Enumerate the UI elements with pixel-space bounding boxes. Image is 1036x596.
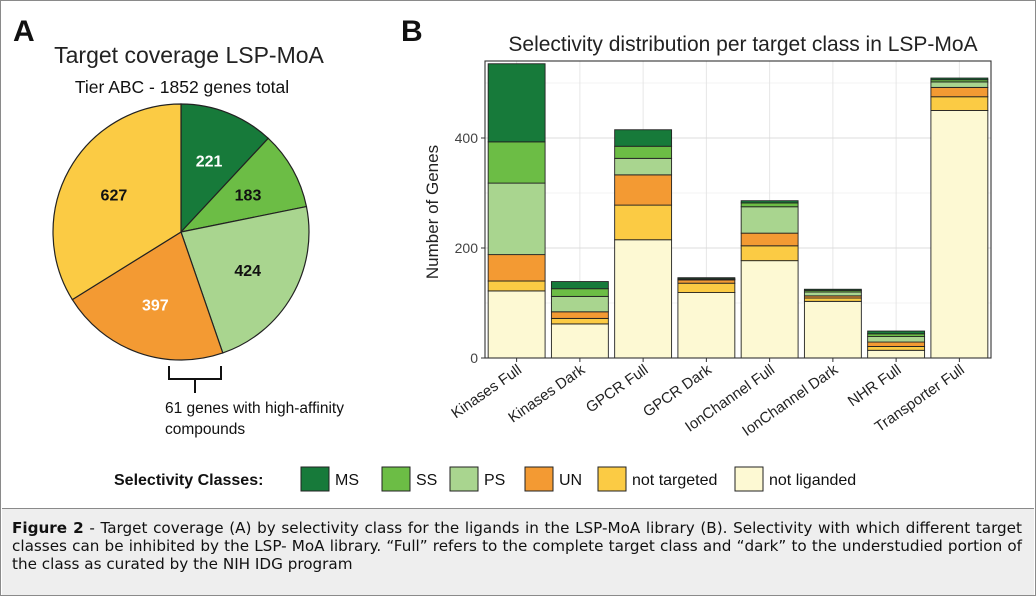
annotation-bracket xyxy=(168,366,222,380)
annotation-text-line1: 61 genes with high-affinity xyxy=(165,400,344,417)
caption-label: Figure 2 xyxy=(12,519,84,537)
bar-segment-not-liganded xyxy=(803,300,862,359)
caption-box: Figure 2 - Target coverage (A) by select… xyxy=(2,508,1034,595)
pie-slice-PS xyxy=(180,205,310,354)
pie-slice-SS xyxy=(179,137,308,233)
bar-segment-MS xyxy=(487,63,546,143)
bar-segment-not-liganded xyxy=(677,292,736,359)
bar-segment-PS xyxy=(740,206,799,234)
bar-segment-not-liganded xyxy=(740,260,799,359)
bar-segment-PS xyxy=(487,182,546,256)
bar-segment-MS xyxy=(550,281,609,290)
bar-segment-UN xyxy=(740,232,799,247)
bar-segment-UN xyxy=(614,174,673,206)
legend-swatch-MS xyxy=(300,466,330,492)
bar-chart-y-axis-label: Number of Genes xyxy=(423,145,442,279)
pie-slice-label: 627 xyxy=(101,188,128,205)
pie-slice-UN xyxy=(71,231,224,361)
bar-segment-SS xyxy=(550,288,609,297)
bar-segment-not-targeted xyxy=(740,245,799,262)
legend-label: not targeted xyxy=(632,472,717,489)
bar-segment-not-liganded xyxy=(867,349,926,359)
bar-segment-SS xyxy=(614,145,673,159)
pie-title: Target coverage LSP-MoA xyxy=(54,42,324,68)
legend-swatch-UN xyxy=(524,466,554,492)
bar-segment-not-liganded xyxy=(614,239,673,359)
legend-swatch-not-targeted xyxy=(597,466,627,492)
bar-segment-PS xyxy=(867,336,926,343)
plot-border xyxy=(484,60,992,359)
annotation-text-line2: compounds xyxy=(165,421,245,438)
pie-slice-label: 397 xyxy=(142,297,169,314)
bar-segment-MS xyxy=(677,277,736,280)
pie-slice-not-targeted xyxy=(52,103,182,301)
pie-slice-label: 221 xyxy=(196,154,223,171)
bar-segment-not-targeted xyxy=(867,346,926,351)
pie-subtitle: Tier ABC - 1852 genes total xyxy=(75,77,289,97)
pie-slice-label: 424 xyxy=(234,263,261,280)
panel-a-letter: A xyxy=(13,15,35,48)
legend-label: MS xyxy=(335,472,359,489)
bar-segment-PS xyxy=(803,291,862,297)
bar-segment-UN xyxy=(487,254,546,282)
bar-segment-SS xyxy=(487,141,546,184)
bar-segment-not-liganded xyxy=(487,290,546,359)
legend-swatch-not-liganded xyxy=(734,466,764,492)
bar-segment-MS xyxy=(930,77,989,81)
bar-segment-SS xyxy=(740,202,799,208)
legend-swatch-PS xyxy=(449,466,479,492)
pie-chart: 221 183 424 397 627 xyxy=(52,103,310,361)
bar-segment-UN xyxy=(550,311,609,319)
bar-segment-not-liganded xyxy=(550,323,609,359)
legend-label: UN xyxy=(559,472,582,489)
bar-segment-PS xyxy=(930,81,989,88)
bar-segment-MS xyxy=(614,129,673,147)
y-tick-label: 0 xyxy=(470,350,478,366)
panel-b-letter: B xyxy=(401,15,423,48)
bar-segment-not-targeted xyxy=(550,317,609,325)
bar-segment-UN xyxy=(677,279,736,284)
bar-segment-not-targeted xyxy=(930,96,989,111)
bar-segment-not-targeted xyxy=(487,280,546,292)
pie-slice-MS xyxy=(180,103,270,234)
bar-segment-not-liganded xyxy=(930,110,989,359)
figure-caption: Figure 2 - Target coverage (A) by select… xyxy=(12,519,1022,573)
legend-label: PS xyxy=(484,472,505,489)
legend-swatch-SS xyxy=(381,466,411,492)
bar-segment-not-targeted xyxy=(677,282,736,294)
y-tick-label: 400 xyxy=(455,130,479,146)
bar-segment-PS xyxy=(614,157,673,176)
pie-slice-label: 183 xyxy=(235,188,262,205)
bar-segment-UN xyxy=(930,86,989,98)
bar-chart-title: Selectivity distribution per target clas… xyxy=(508,33,977,56)
legend-label: SS xyxy=(416,472,437,489)
legend-title: Selectivity Classes: xyxy=(114,472,263,489)
legend-label: not liganded xyxy=(769,472,856,489)
bar-segment-MS xyxy=(740,200,799,204)
legend: MS SS PS UN not targeted not liganded xyxy=(300,466,856,492)
caption-text: - Target coverage (A) by selectivity cla… xyxy=(12,519,1022,573)
bar-segment-not-targeted xyxy=(614,204,673,241)
x-tick-label: NHR Full xyxy=(845,361,905,410)
bar-segment-not-targeted xyxy=(803,297,862,302)
bar-segment-MS xyxy=(867,330,926,335)
y-tick-label: 200 xyxy=(455,240,479,256)
bar-segment-PS xyxy=(550,295,609,313)
figure-canvas: A Target coverage LSP-MoA Tier ABC - 185… xyxy=(13,15,992,492)
bar-segment-UN xyxy=(867,341,926,347)
bar-segment-MS xyxy=(803,288,862,291)
